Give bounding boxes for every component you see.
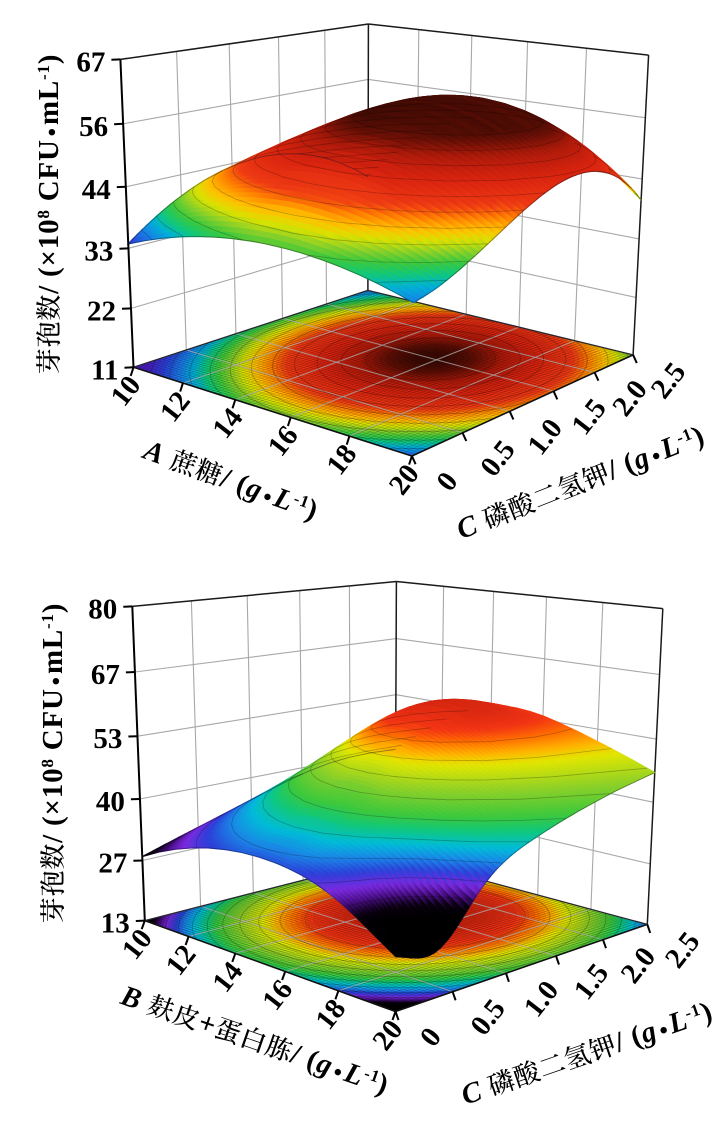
svg-text:67: 67 [91, 659, 120, 691]
svg-text:33: 33 [84, 235, 113, 267]
svg-text:27: 27 [98, 848, 127, 880]
svg-text:13: 13 [101, 908, 130, 940]
svg-text:80: 80 [88, 593, 117, 625]
svg-text:22: 22 [87, 295, 116, 327]
svg-text:67: 67 [76, 46, 105, 78]
svg-text:11: 11 [91, 354, 118, 386]
svg-text:44: 44 [82, 174, 111, 206]
svg-text:40: 40 [96, 786, 125, 818]
svg-text:53: 53 [93, 723, 122, 755]
svg-text:56: 56 [79, 111, 108, 143]
